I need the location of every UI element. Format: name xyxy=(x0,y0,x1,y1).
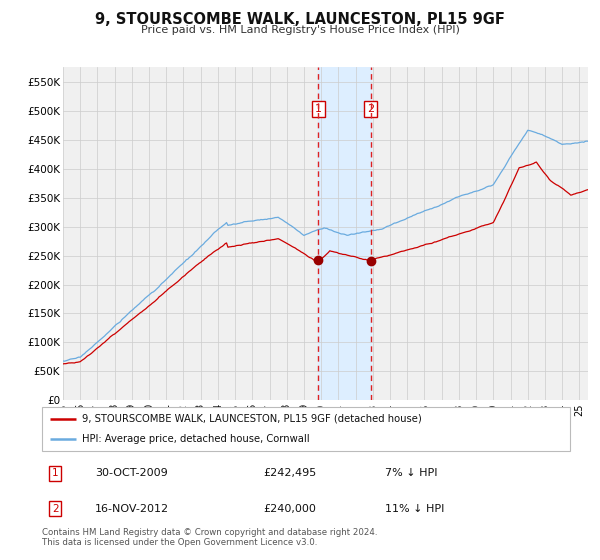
Text: 30-OCT-2009: 30-OCT-2009 xyxy=(95,468,167,478)
Text: Contains HM Land Registry data © Crown copyright and database right 2024.
This d: Contains HM Land Registry data © Crown c… xyxy=(42,528,377,547)
Text: 11% ↓ HPI: 11% ↓ HPI xyxy=(385,504,445,514)
Bar xyxy=(318,67,371,400)
Text: 1: 1 xyxy=(315,104,322,114)
Text: 7% ↓ HPI: 7% ↓ HPI xyxy=(385,468,438,478)
Text: 16-NOV-2012: 16-NOV-2012 xyxy=(95,504,169,514)
Text: 2: 2 xyxy=(52,504,59,514)
Text: 9, STOURSCOMBE WALK, LAUNCESTON, PL15 9GF: 9, STOURSCOMBE WALK, LAUNCESTON, PL15 9G… xyxy=(95,12,505,27)
Text: 9, STOURSCOMBE WALK, LAUNCESTON, PL15 9GF (detached house): 9, STOURSCOMBE WALK, LAUNCESTON, PL15 9G… xyxy=(82,414,421,424)
Text: 1: 1 xyxy=(52,468,59,478)
Text: 2: 2 xyxy=(367,104,374,114)
Text: £242,495: £242,495 xyxy=(264,468,317,478)
Text: HPI: Average price, detached house, Cornwall: HPI: Average price, detached house, Corn… xyxy=(82,434,309,444)
Text: £240,000: £240,000 xyxy=(264,504,317,514)
Text: Price paid vs. HM Land Registry's House Price Index (HPI): Price paid vs. HM Land Registry's House … xyxy=(140,25,460,35)
FancyBboxPatch shape xyxy=(42,407,570,451)
